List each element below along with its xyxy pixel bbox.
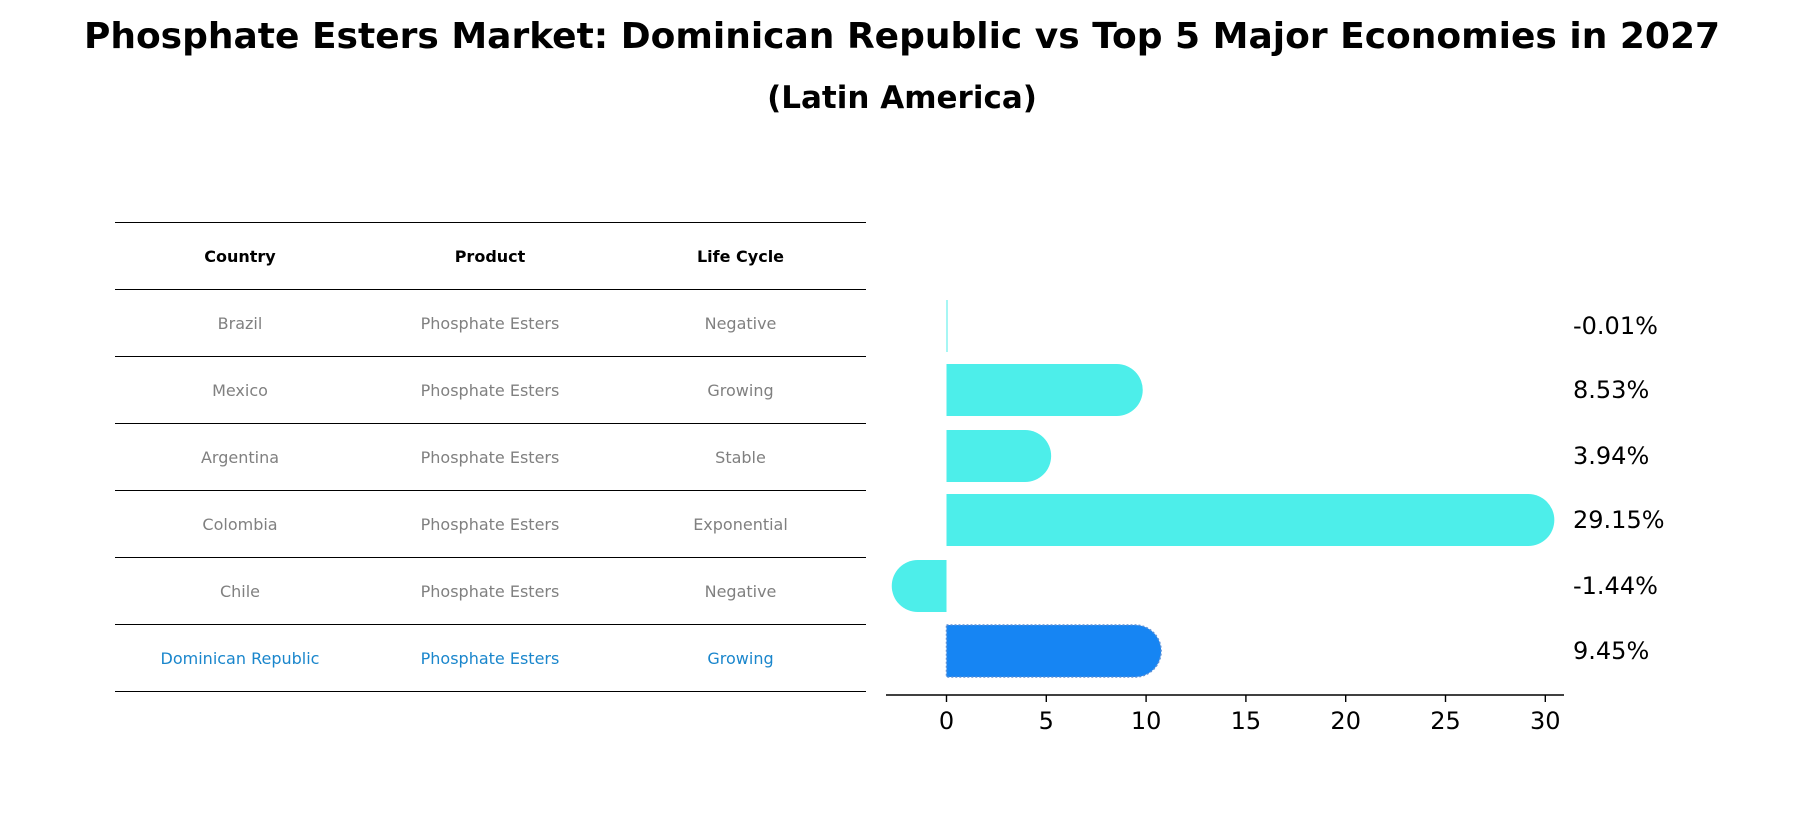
table-row: Chile Phosphate Esters Negative — [115, 557, 866, 624]
table-header-row: Country Product Life Cycle — [115, 222, 866, 289]
cell-country: Brazil — [217, 313, 263, 333]
value-label: 3.94% — [1573, 442, 1649, 470]
cell-product: Phosphate Esters — [420, 313, 560, 333]
x-tick-label: 15 — [1231, 707, 1262, 735]
cell-country: Colombia — [202, 514, 278, 534]
x-tick-label: 30 — [1530, 707, 1561, 735]
cell-product: Phosphate Esters — [420, 380, 560, 400]
x-tick-label: 5 — [1039, 707, 1054, 735]
table-row: Colombia Phosphate Esters Exponential — [115, 490, 866, 557]
x-tick-label: 20 — [1330, 707, 1361, 735]
x-tick-label: 25 — [1430, 707, 1461, 735]
cell-product: Phosphate Esters — [420, 581, 560, 601]
country-table: Country Product Life Cycle Brazil Phosph… — [115, 222, 866, 692]
cell-country: Chile — [219, 581, 261, 601]
table-row: Mexico Phosphate Esters Growing — [115, 356, 866, 423]
header-product: Product — [454, 246, 526, 266]
table-row: Argentina Phosphate Esters Stable — [115, 423, 866, 490]
cell-product: Phosphate Esters — [420, 514, 560, 534]
x-tick-label: 10 — [1131, 707, 1162, 735]
header-country: Country — [204, 246, 276, 266]
cell-life-cycle: Growing — [707, 648, 774, 668]
bar-mexico — [946, 364, 1143, 416]
bar-dominican-republic — [945, 624, 1162, 678]
chart-subtitle: (Latin America) — [767, 80, 1037, 116]
table-row-highlighted: Dominican Republic Phosphate Esters Grow… — [115, 624, 866, 692]
cell-country: Mexico — [212, 380, 268, 400]
value-label: 29.15% — [1573, 506, 1665, 534]
chart-title: Phosphate Esters Market: Dominican Repub… — [83, 16, 1721, 57]
header-life-cycle: Life Cycle — [696, 246, 785, 266]
bar-colombia — [946, 494, 1555, 546]
cell-life-cycle: Negative — [704, 581, 777, 601]
cell-life-cycle: Growing — [707, 380, 774, 400]
cell-country: Dominican Republic — [160, 648, 320, 668]
cell-country: Argentina — [200, 447, 280, 467]
x-tick-label: 0 — [939, 707, 954, 735]
bar-chile — [891, 560, 947, 612]
cell-product: Phosphate Esters — [420, 447, 560, 467]
table-row: Brazil Phosphate Esters Negative — [115, 289, 866, 356]
value-label: 9.45% — [1573, 637, 1649, 665]
cell-product: Phosphate Esters — [420, 648, 560, 668]
value-label: 8.53% — [1573, 376, 1649, 404]
value-label: -0.01% — [1573, 312, 1658, 340]
cell-life-cycle: Exponential — [693, 514, 788, 534]
bar-brazil — [946, 300, 948, 352]
cell-life-cycle: Negative — [704, 313, 777, 333]
value-label: -1.44% — [1573, 572, 1658, 600]
cell-life-cycle: Stable — [715, 447, 766, 467]
bar-argentina — [946, 430, 1052, 482]
